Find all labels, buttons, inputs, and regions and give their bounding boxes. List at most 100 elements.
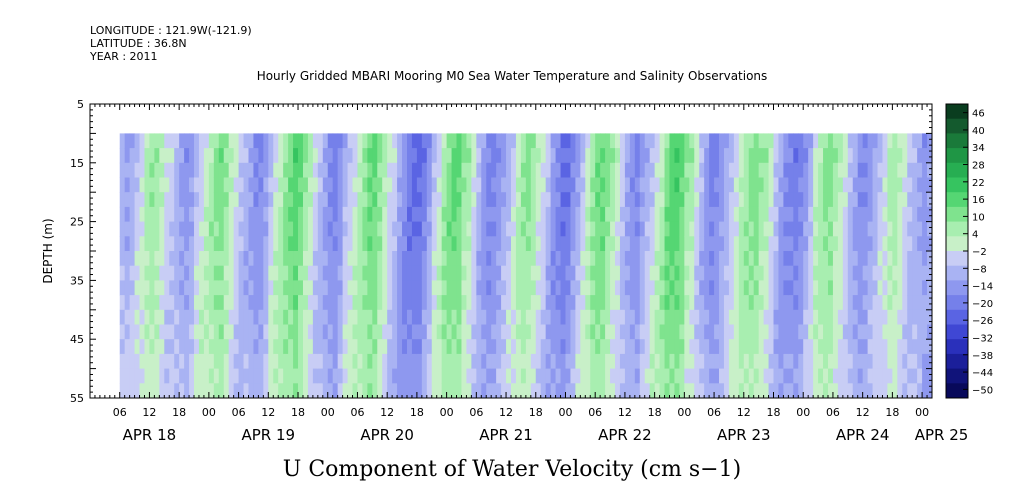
heatmap-cell xyxy=(392,353,398,370)
heatmap-cell xyxy=(664,192,670,208)
heatmap-cell xyxy=(887,324,893,340)
heatmap-cell xyxy=(847,383,854,399)
heatmap-cell xyxy=(793,148,799,164)
heatmap-cell xyxy=(406,162,413,178)
heatmap-cell xyxy=(278,251,284,267)
heatmap-cell xyxy=(763,280,770,296)
heatmap-cell xyxy=(847,339,854,355)
heatmap-cell xyxy=(857,177,864,193)
heatmap-cell xyxy=(530,251,537,267)
heatmap-cell xyxy=(719,133,725,149)
heatmap-cell xyxy=(837,353,844,370)
heatmap-cell xyxy=(471,309,477,325)
heatmap-cell xyxy=(466,236,472,252)
heatmap-cell xyxy=(372,368,378,384)
heatmap-cell xyxy=(491,353,497,370)
heatmap-cell xyxy=(837,133,844,149)
heatmap-cell xyxy=(515,206,522,223)
heatmap-cell xyxy=(273,221,279,237)
heatmap-cell xyxy=(382,148,388,164)
heatmap-cell xyxy=(649,324,656,340)
heatmap-cell xyxy=(298,368,304,384)
heatmap-cell xyxy=(540,324,547,340)
heatmap-cell xyxy=(362,133,368,149)
heatmap-cell xyxy=(545,192,552,208)
heatmap-cell xyxy=(565,236,571,252)
heatmap-cell xyxy=(857,295,864,311)
heatmap-cell xyxy=(773,383,779,399)
heatmap-cell xyxy=(149,251,155,267)
heatmap-cell xyxy=(119,251,126,267)
heatmap-cell xyxy=(619,324,626,340)
heatmap-cell xyxy=(634,148,641,164)
heatmap-cell xyxy=(610,368,616,384)
heatmap-cell xyxy=(837,251,844,267)
heatmap-cell xyxy=(312,206,319,223)
heatmap-cell xyxy=(327,368,334,384)
heatmap-cell xyxy=(416,265,423,281)
heatmap-cell xyxy=(184,251,190,267)
heatmap-cell xyxy=(431,133,438,149)
heatmap-cell xyxy=(431,265,438,281)
heatmap-cell xyxy=(783,162,789,178)
heatmap-cell xyxy=(471,133,477,149)
heatmap-cell xyxy=(629,383,636,399)
heatmap-cell xyxy=(139,221,145,237)
heatmap-cell xyxy=(456,324,462,340)
heatmap-cell xyxy=(307,148,314,164)
heatmap-cell xyxy=(560,265,566,281)
heatmap-cell xyxy=(897,309,903,325)
heatmap-cell xyxy=(307,353,314,370)
heatmap-cell xyxy=(714,368,720,384)
x-tick-label: 06 xyxy=(588,406,602,419)
heatmap-cell xyxy=(867,309,874,325)
heatmap-cell xyxy=(615,162,621,178)
heatmap-cell xyxy=(174,324,180,340)
heatmap-cell xyxy=(372,353,378,370)
heatmap-cell xyxy=(733,339,740,355)
heatmap-cell xyxy=(560,148,566,164)
heatmap-cell xyxy=(738,353,745,370)
heatmap-cell xyxy=(748,206,755,223)
colorbar-label: −26 xyxy=(972,316,993,327)
heatmap-cell xyxy=(223,324,230,340)
heatmap-cell xyxy=(644,192,651,208)
heatmap-cell xyxy=(778,162,784,178)
heatmap-cell xyxy=(877,251,883,267)
heatmap-cell xyxy=(555,280,562,296)
heatmap-cell xyxy=(293,236,299,252)
heatmap-cell xyxy=(144,192,150,208)
heatmap-cell xyxy=(808,133,814,149)
heatmap-cell xyxy=(337,324,344,340)
heatmap-cell xyxy=(847,368,854,384)
heatmap-cell xyxy=(194,280,200,296)
heatmap-cell xyxy=(124,162,131,178)
heatmap-cell xyxy=(456,265,462,281)
heatmap-cell xyxy=(362,162,368,178)
heatmap-cell xyxy=(169,339,175,355)
heatmap-cell xyxy=(768,236,774,252)
heatmap-cell xyxy=(674,133,680,149)
heatmap-cell xyxy=(659,192,666,208)
heatmap-cell xyxy=(753,309,760,325)
heatmap-cell xyxy=(823,339,829,355)
heatmap-cell xyxy=(218,324,225,340)
heatmap-cell xyxy=(535,133,542,149)
heatmap-cell xyxy=(882,309,888,325)
heatmap-cell xyxy=(501,221,507,237)
heatmap-cell xyxy=(228,324,235,340)
heatmap-cell xyxy=(605,353,611,370)
heatmap-cell xyxy=(585,339,591,355)
heatmap-cell xyxy=(486,133,492,149)
heatmap-cell xyxy=(852,339,859,355)
heatmap-cell xyxy=(342,177,349,193)
heatmap-cell xyxy=(704,148,710,164)
heatmap-cell xyxy=(857,309,864,325)
heatmap-cell xyxy=(238,162,245,178)
heatmap-cell xyxy=(426,339,433,355)
heatmap-cell xyxy=(119,309,126,325)
heatmap-cell xyxy=(803,192,809,208)
heatmap-cell xyxy=(124,368,131,384)
heatmap-cell xyxy=(669,309,675,325)
heatmap-cell xyxy=(134,339,141,355)
